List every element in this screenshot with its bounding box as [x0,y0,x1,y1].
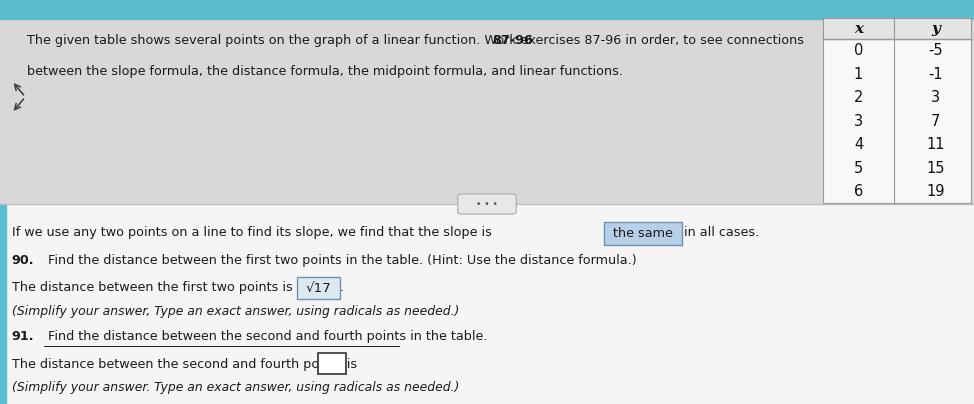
Text: 7: 7 [931,114,940,129]
Text: 5: 5 [854,160,863,176]
Bar [0,0,974,19]
Text: 15: 15 [926,160,945,176]
Text: 87-96: 87-96 [492,34,533,47]
Text: 6: 6 [854,184,863,199]
Text: -1: -1 [928,67,943,82]
Text: 11: 11 [926,137,945,152]
Text: The distance between the first two points is: The distance between the first two point… [12,281,296,294]
Text: 19: 19 [926,184,945,199]
Text: (Simplify your answer, Type an exact answer, using radicals as needed.): (Simplify your answer, Type an exact ans… [12,305,459,318]
Text: 3: 3 [931,90,940,105]
Text: 0: 0 [854,43,863,59]
Text: If we use any two points on a line to find its slope, we find that the slope is: If we use any two points on a line to fi… [12,226,496,239]
FancyBboxPatch shape [318,353,346,374]
Text: 3: 3 [854,114,863,129]
Text: Find the distance between the first two points in the table. (Hint: Use the dist: Find the distance between the first two … [44,254,636,267]
Text: the same: the same [613,227,673,240]
Text: 90.: 90. [12,254,34,267]
Text: x: x [854,22,863,36]
Bar [0,19,974,204]
Text: between the slope formula, the distance formula, the midpoint formula, and linea: between the slope formula, the distance … [27,65,623,78]
Text: 4: 4 [854,137,863,152]
Text: Find the distance between the second and fourth points in the table.: Find the distance between the second and… [44,330,487,343]
Text: • • •: • • • [476,200,498,208]
Bar [823,18,971,39]
Text: √17: √17 [306,282,331,295]
Text: y: y [931,22,940,36]
Bar [0,204,6,404]
Bar [823,18,971,203]
Text: -5: -5 [928,43,943,59]
Text: 91.: 91. [12,330,34,343]
Text: 2: 2 [854,90,863,105]
Text: The distance between the second and fourth points is: The distance between the second and four… [12,358,360,370]
Text: in all cases.: in all cases. [680,226,759,239]
FancyBboxPatch shape [604,222,682,245]
Bar [0,204,974,404]
Text: 1: 1 [854,67,863,82]
Text: The given table shows several points on the graph of a linear function. Work exe: The given table shows several points on … [27,34,805,47]
Text: .: . [340,281,344,294]
FancyBboxPatch shape [458,194,516,214]
Text: (Simplify your answer. Type an exact answer, using radicals as needed.): (Simplify your answer. Type an exact ans… [12,381,459,394]
FancyBboxPatch shape [297,277,340,299]
